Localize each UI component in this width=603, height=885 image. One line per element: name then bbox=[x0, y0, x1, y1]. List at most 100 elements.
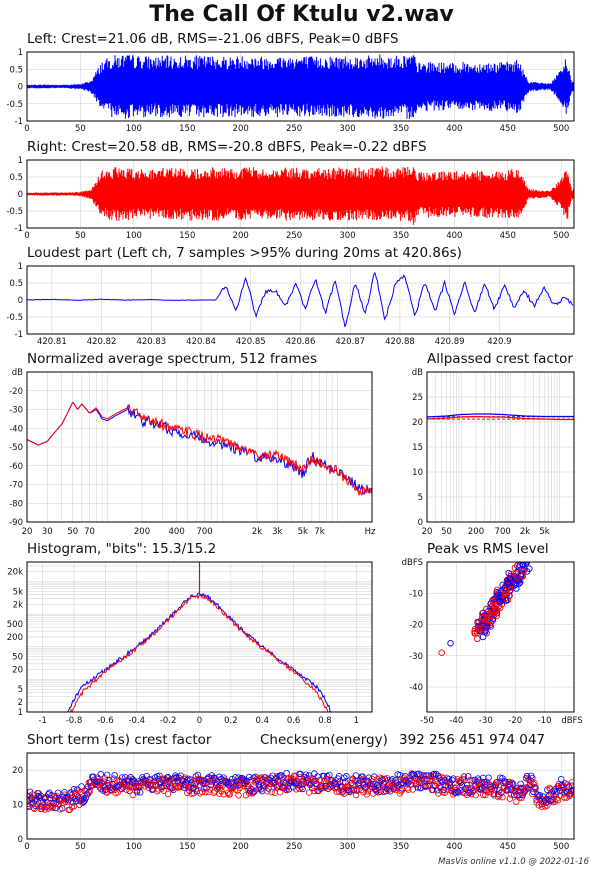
scatter-point bbox=[228, 775, 236, 783]
scatter-point bbox=[498, 597, 506, 604]
scatter-point bbox=[236, 784, 243, 792]
x-tick-label: -0.4 bbox=[128, 716, 145, 726]
x-tick-label: 150 bbox=[179, 842, 195, 852]
x-tick-label: 420.86 bbox=[286, 337, 316, 347]
x-tick-label: 150 bbox=[179, 124, 195, 134]
spectrum-frame bbox=[26, 371, 373, 523]
scatter-point bbox=[283, 769, 290, 777]
y-tick-label: 200 bbox=[7, 633, 23, 643]
x-tick-label: 100 bbox=[126, 231, 142, 241]
x-tick-label: 420.88 bbox=[385, 337, 415, 347]
x-tick-label: 420.84 bbox=[186, 337, 216, 347]
scatter-point bbox=[264, 788, 271, 795]
x-tick-label: 300 bbox=[339, 231, 355, 241]
scatter-point bbox=[492, 606, 500, 614]
scatter-point bbox=[506, 575, 514, 582]
scatter-point bbox=[40, 795, 48, 803]
x-tick-label: 450 bbox=[500, 124, 516, 134]
allpassed-frame bbox=[426, 371, 575, 523]
x-tick-label: -0.8 bbox=[66, 716, 83, 726]
x-tick-label: -30 bbox=[479, 716, 493, 726]
y-tick-label: 20k bbox=[7, 568, 23, 578]
spectrum-title: Normalized average spectrum, 512 frames bbox=[27, 351, 317, 367]
y-tick-label: -1 bbox=[15, 224, 23, 234]
scatter-point bbox=[570, 787, 574, 794]
left_waveform-frame bbox=[26, 51, 575, 122]
scatter-point bbox=[47, 794, 54, 802]
y-tick-label: 50 bbox=[12, 653, 23, 663]
scatter-point bbox=[82, 794, 89, 802]
scatter-point bbox=[78, 783, 85, 790]
scatter-point bbox=[559, 783, 566, 791]
scatter-point bbox=[348, 779, 355, 787]
y-tick-label: 10 bbox=[412, 468, 423, 478]
scatter-point bbox=[128, 784, 135, 791]
scatter-point bbox=[478, 613, 486, 621]
scatter-point bbox=[318, 782, 326, 790]
x-tick-label: 100 bbox=[126, 842, 142, 852]
scatter-point bbox=[326, 771, 333, 779]
y-tick-label: -50 bbox=[9, 443, 23, 453]
x-tick-label: 0 bbox=[24, 124, 29, 134]
scatter-point bbox=[54, 789, 62, 797]
y-tick-label: -1 bbox=[15, 117, 23, 127]
x-tick-label: 0 bbox=[24, 842, 29, 852]
loudest-frame bbox=[26, 265, 575, 335]
right_waveform-signal bbox=[27, 166, 574, 225]
x-tick-label: 200 bbox=[134, 527, 150, 537]
scatter-point bbox=[514, 577, 522, 585]
scatter-point bbox=[410, 773, 417, 780]
scatter-point bbox=[53, 792, 61, 800]
scatter-point bbox=[79, 799, 86, 806]
x-tick-label: 1 bbox=[354, 716, 359, 726]
scatter-point bbox=[255, 785, 263, 793]
scatter-point bbox=[491, 605, 498, 613]
scatter-point bbox=[504, 580, 512, 588]
scatter-point-outlier bbox=[447, 640, 454, 647]
scatter-point bbox=[432, 770, 440, 778]
x-tick-label: 420.87 bbox=[335, 337, 365, 347]
y-tick-label: -40 bbox=[409, 683, 423, 693]
scatter-point bbox=[187, 776, 194, 783]
scatter-point bbox=[350, 786, 358, 793]
scatter-point bbox=[474, 778, 482, 786]
x-tick-label: 50 bbox=[441, 527, 452, 537]
scatter-point bbox=[211, 775, 219, 782]
x-tick-label: 250 bbox=[286, 231, 302, 241]
x-tick-label: 5k bbox=[298, 527, 308, 537]
scatter-point-outlier bbox=[438, 649, 445, 656]
x-tick-label: 2k bbox=[520, 527, 530, 537]
scatter-point bbox=[315, 787, 322, 795]
scatter-point bbox=[496, 597, 503, 604]
scatter-point bbox=[106, 777, 113, 784]
y-tick-label: dB bbox=[412, 368, 423, 378]
x-tick-label: 500 bbox=[553, 842, 569, 852]
y-tick-label: 500 bbox=[7, 620, 23, 630]
scatter-point bbox=[27, 803, 33, 810]
x-tick-label: 50 bbox=[75, 231, 86, 241]
scatter-point bbox=[238, 774, 245, 782]
scatter-point bbox=[193, 788, 201, 795]
scatter-point bbox=[418, 784, 425, 792]
y-tick-label: 1 bbox=[18, 156, 23, 166]
scatter-point bbox=[480, 625, 487, 632]
scatter-point bbox=[164, 790, 172, 798]
scatter-point bbox=[424, 782, 431, 790]
scatter-point bbox=[129, 776, 136, 783]
y-tick-label: -30 bbox=[409, 652, 423, 662]
y-tick-label: 20 bbox=[12, 766, 23, 776]
loudest-signal bbox=[27, 271, 574, 328]
scatter-point bbox=[342, 779, 349, 786]
scatter-point bbox=[485, 774, 492, 781]
scatter-point bbox=[471, 625, 479, 633]
right_waveform-frame bbox=[26, 159, 575, 229]
scatter-point bbox=[32, 802, 39, 810]
scatter-point bbox=[97, 770, 104, 778]
y-tick-label: -0.5 bbox=[6, 207, 23, 217]
scatter-point bbox=[504, 786, 511, 793]
y-tick-label: dBFS bbox=[402, 558, 423, 568]
scatter-point bbox=[494, 790, 502, 798]
scatter-point bbox=[494, 793, 502, 801]
scatter-point bbox=[501, 584, 509, 592]
